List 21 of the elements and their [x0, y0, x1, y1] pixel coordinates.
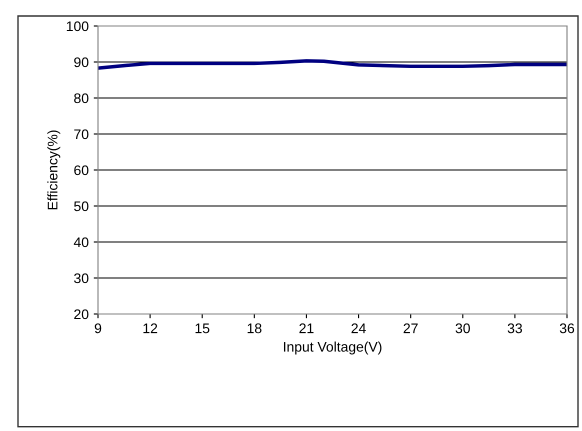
y-tick-label: 50: [74, 201, 88, 212]
x-tick-label: 12: [143, 323, 158, 334]
y-tick-label: 60: [74, 165, 88, 176]
x-axis-title: Input Voltage(V): [284, 342, 382, 354]
x-tick-label: 30: [456, 323, 470, 334]
y-tick-label: 90: [74, 57, 88, 68]
x-tick-label: 33: [508, 323, 522, 334]
y-axis-title: Efficiency(%): [47, 130, 60, 210]
x-tick-label: 9: [94, 323, 102, 334]
y-tick-label: 80: [74, 93, 88, 104]
x-tick-label: 27: [404, 323, 418, 334]
y-tick-label: 70: [74, 129, 88, 140]
y-tick-label: 100: [66, 21, 88, 32]
x-tick-label: 15: [196, 324, 210, 334]
x-tick-label: 24: [352, 323, 366, 334]
y-tick-label: 40: [74, 237, 88, 248]
y-tick-label: 30: [74, 273, 88, 284]
x-tick-label: 36: [560, 323, 574, 334]
x-tick-label: 18: [248, 323, 262, 334]
y-tick-label: 20: [74, 309, 88, 320]
x-tick-label: 21: [299, 323, 314, 334]
